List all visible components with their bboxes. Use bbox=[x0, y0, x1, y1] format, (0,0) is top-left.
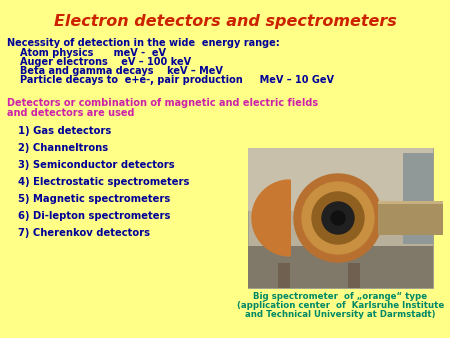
Text: Necessity of detection in the wide  energy range:: Necessity of detection in the wide energ… bbox=[7, 38, 280, 48]
Text: and detectors are used: and detectors are used bbox=[7, 108, 135, 118]
Bar bbox=[248, 148, 433, 288]
Bar bbox=[248, 148, 433, 211]
Bar bbox=[278, 263, 290, 288]
Text: Particle decays to  e+e-, pair production     MeV – 10 GeV: Particle decays to e+e-, pair production… bbox=[20, 75, 334, 85]
Text: Beta and gamma decays    keV – MeV: Beta and gamma decays keV – MeV bbox=[20, 66, 223, 76]
Text: Big spectrometer  of „orange“ type: Big spectrometer of „orange“ type bbox=[253, 292, 428, 301]
Text: (application center  of  Karlsruhe Institute: (application center of Karlsruhe Institu… bbox=[237, 301, 444, 310]
Bar bbox=[378, 201, 443, 235]
Text: Electron detectors and spectrometers: Electron detectors and spectrometers bbox=[54, 14, 396, 29]
Text: Detectors or combination of magnetic and electric fields: Detectors or combination of magnetic and… bbox=[7, 98, 318, 108]
Text: Auger electrons    eV – 100 keV: Auger electrons eV – 100 keV bbox=[20, 57, 191, 67]
Circle shape bbox=[294, 174, 382, 262]
Text: 5) Magnetic spectrometers: 5) Magnetic spectrometers bbox=[18, 194, 170, 204]
Bar bbox=[248, 246, 433, 288]
Circle shape bbox=[322, 202, 354, 234]
Text: 2) Channeltrons: 2) Channeltrons bbox=[18, 143, 108, 153]
Bar bbox=[348, 263, 360, 288]
Bar bbox=[403, 153, 433, 244]
Text: and Technical University at Darmstadt): and Technical University at Darmstadt) bbox=[245, 310, 436, 319]
Polygon shape bbox=[252, 180, 290, 256]
Text: 1) Gas detectors: 1) Gas detectors bbox=[18, 126, 111, 136]
Circle shape bbox=[331, 211, 345, 225]
Text: 3) Semiconductor detectors: 3) Semiconductor detectors bbox=[18, 160, 175, 170]
Circle shape bbox=[312, 192, 364, 244]
Circle shape bbox=[302, 182, 374, 254]
Bar bbox=[378, 201, 443, 204]
Text: 6) Di-lepton spectrometers: 6) Di-lepton spectrometers bbox=[18, 211, 171, 221]
Text: 7) Cherenkov detectors: 7) Cherenkov detectors bbox=[18, 228, 150, 238]
Text: 4) Electrostatic spectrometers: 4) Electrostatic spectrometers bbox=[18, 177, 189, 187]
Text: Atom physics      meV -  eV: Atom physics meV - eV bbox=[20, 48, 166, 58]
